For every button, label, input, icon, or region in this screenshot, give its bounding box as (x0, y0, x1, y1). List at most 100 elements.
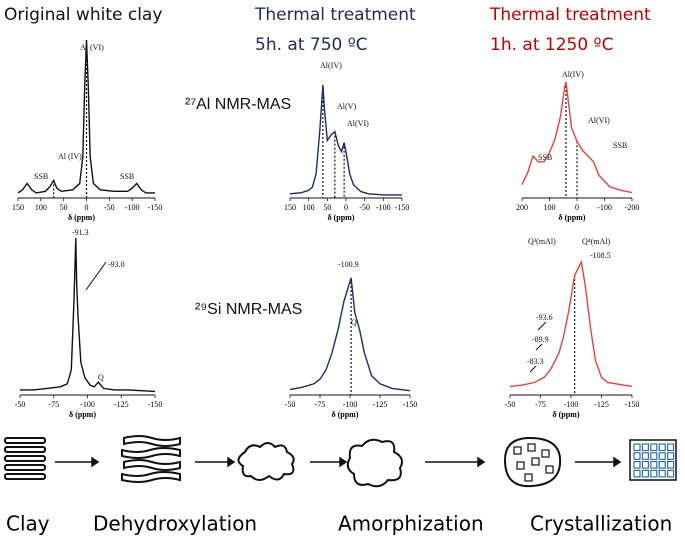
x-tick-label: -150 (403, 400, 418, 409)
annotation: -89.9 (532, 335, 549, 344)
annotation: SSB (538, 153, 552, 162)
x-tick-label: -75 (48, 400, 59, 409)
x-tick-label: -100 (564, 400, 579, 409)
grid-cell (666, 461, 675, 469)
x-axis-label: δ (ppm) (558, 213, 585, 222)
spectrum-line (521, 81, 633, 194)
grid-cell (641, 452, 650, 460)
spectrum-line (20, 237, 156, 393)
annotation: SSB (120, 172, 134, 181)
x-tick-label: -125 (594, 400, 609, 409)
x-axis-label: δ (ppm) (68, 213, 95, 222)
annotation: -93.0 (108, 260, 125, 269)
annotation: Al(IV) (562, 70, 584, 79)
grid-cell (633, 443, 641, 452)
x-tick-label: 0 (344, 203, 348, 212)
grid-cell (666, 469, 675, 478)
x-tick-label: -50 (359, 203, 370, 212)
stage-label: Dehydroxylation (93, 512, 257, 536)
arrows (55, 456, 622, 468)
x-tick-label: -100 (80, 400, 95, 409)
x-tick-label: -150 (148, 203, 163, 212)
x-tick-label: -200 (625, 203, 640, 212)
grid-cell (650, 469, 658, 478)
pointer (537, 321, 547, 331)
x-tick-label: -150 (625, 400, 640, 409)
x-tick-label: -125 (114, 400, 129, 409)
annotation: -108.5 (590, 251, 611, 260)
annotation: ²⁷Al NMR-MAS (185, 96, 291, 113)
x-axis-label: δ (ppm) (69, 410, 96, 419)
grid-cell (650, 452, 658, 460)
grid-cell (633, 469, 641, 478)
stage-label: Crystallization (530, 512, 672, 536)
header: 1h. at 1250 ºC (490, 35, 613, 55)
annotation: Al (IV) (58, 152, 82, 161)
x-tick-label: 50 (60, 203, 68, 212)
annotation: -100.9 (338, 260, 359, 269)
annotation: Q³(mAl) (528, 237, 556, 246)
annotation: -91.3 (72, 228, 89, 237)
spectrum-line (289, 277, 411, 392)
x-axis-label: δ (ppm) (331, 410, 358, 419)
annotation: -83.3 (527, 357, 544, 366)
annotation: SSB (613, 141, 627, 150)
x-tick-label: -50 (15, 400, 26, 409)
stage-label: Clay (6, 512, 50, 536)
x-tick-label: 150 (284, 203, 296, 212)
x-tick-label: -125 (373, 400, 388, 409)
header: Thermal treatment (254, 5, 416, 25)
x-tick-label: 150 (12, 203, 24, 212)
annotation: Q (98, 373, 104, 382)
crystal-squares (513, 443, 554, 482)
annotation: Q⁴(mAl) (582, 237, 610, 246)
x-tick-label: -150 (395, 203, 410, 212)
grid-cell (641, 461, 650, 469)
x-tick-label: 200 (516, 203, 528, 212)
grid-cell (658, 461, 666, 469)
grid-cell (641, 443, 650, 452)
grid-cell (666, 443, 675, 452)
header: Thermal treatment (489, 5, 651, 25)
x-tick-label: -100 (597, 203, 612, 212)
pointer (535, 343, 543, 351)
annotation: Al(V) (337, 102, 356, 111)
grid-cell (633, 461, 641, 469)
x-tick-label: -50 (104, 203, 115, 212)
pointer (85, 261, 107, 291)
pointer (529, 365, 537, 373)
annotation: Al(IV) (320, 61, 342, 70)
annotation: Q (351, 318, 357, 327)
spectrum-line (17, 39, 155, 194)
x-tick-label: 100 (303, 203, 315, 212)
x-tick-label: 50 (323, 203, 331, 212)
x-tick-label: 0 (85, 203, 89, 212)
x-tick-label: 100 (544, 203, 556, 212)
x-tick-label: -75 (315, 400, 326, 409)
x-tick-label: 100 (35, 203, 47, 212)
annotation: Al (VI) (80, 43, 104, 52)
annotation: -93.6 (536, 313, 553, 322)
x-tick-label: -100 (125, 203, 140, 212)
x-axis-label: δ (ppm) (327, 213, 354, 222)
x-tick-label: -50 (505, 400, 516, 409)
grid-cell (666, 452, 675, 460)
annotation: Al(VI) (588, 116, 610, 125)
x-tick-label: -100 (343, 400, 358, 409)
x-tick-label: -100 (376, 203, 391, 212)
header: Original white clay (4, 5, 162, 25)
grid-cell (658, 452, 666, 460)
schematic (4, 435, 562, 488)
crystal-grid (629, 439, 677, 481)
annotation: SSB (34, 172, 48, 181)
grid-cell (658, 469, 666, 478)
header: 5h. at 750 ºC (255, 35, 368, 55)
x-axis-label: δ (ppm) (552, 410, 579, 419)
grid-cell (650, 443, 658, 452)
spectrum-line (289, 84, 402, 196)
stage-label: Amorphization (338, 512, 484, 536)
x-tick-label: -150 (148, 400, 163, 409)
x-tick-label: 0 (575, 203, 579, 212)
annotation: ²⁹Si NMR-MAS (195, 301, 302, 318)
annotation: Al(VI) (347, 119, 369, 128)
